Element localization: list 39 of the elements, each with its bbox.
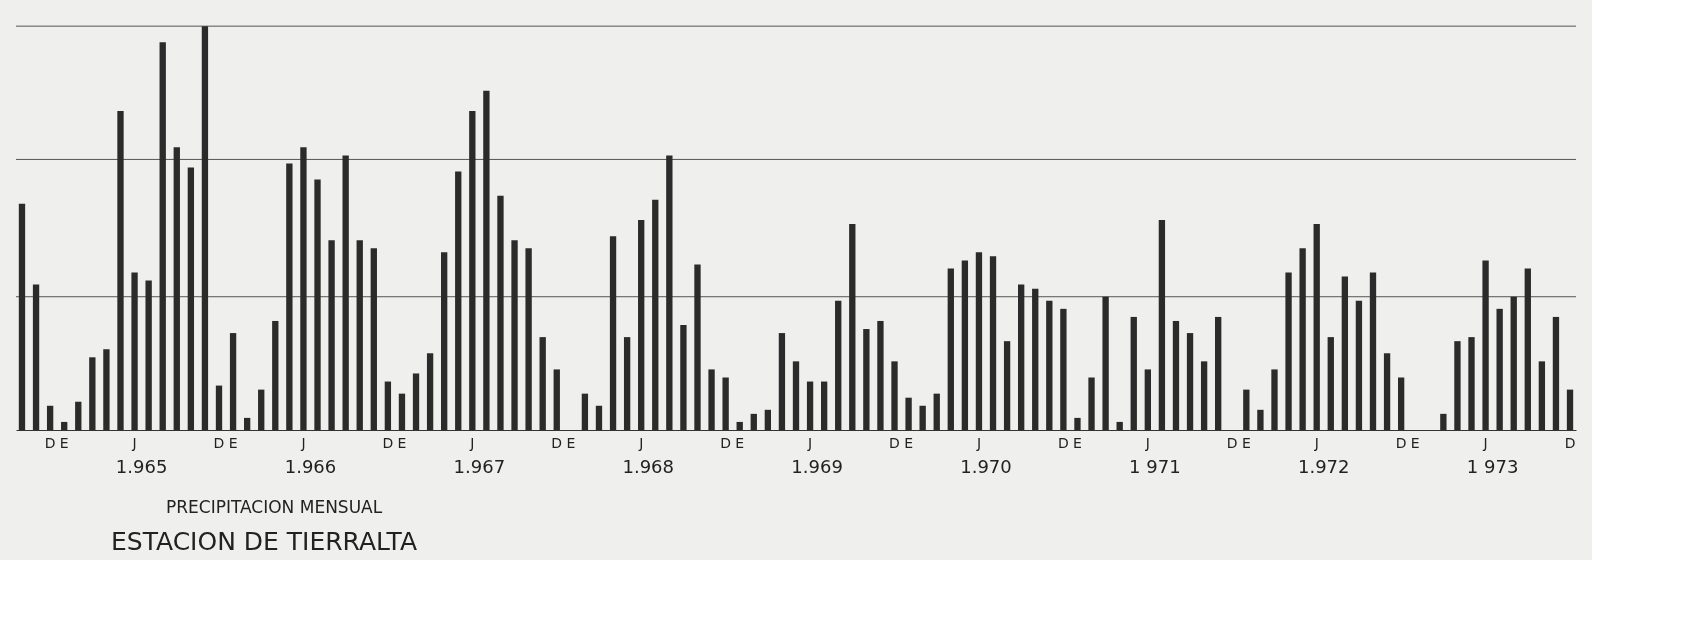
x-tick-label: J — [638, 434, 644, 451]
x-tick-label: J — [807, 434, 813, 451]
text: 1.965 — [115, 456, 168, 477]
x-tick-label: D — [1058, 434, 1069, 451]
x-tick-label: D — [1395, 434, 1407, 451]
x-tick-label: D — [44, 434, 56, 451]
x-tick-label: D — [382, 434, 394, 451]
text: 1.970 — [960, 456, 1012, 477]
x-tick-label: D — [889, 434, 900, 451]
x-tick-label: J — [1144, 434, 1150, 451]
x-tick-label: J — [131, 434, 137, 451]
x-tick-label: J — [1313, 434, 1319, 451]
x-tick-label: E — [228, 434, 238, 451]
text: 1.967 — [453, 456, 506, 477]
x-tick-label: E — [566, 434, 576, 451]
text: 1.966 — [284, 456, 337, 477]
x-tick-label: J — [1482, 434, 1488, 451]
x-tick-label: E — [397, 434, 407, 451]
x-tick-label: J — [300, 434, 306, 451]
x-tick-label: D — [720, 434, 732, 451]
x-tick-label: D — [213, 434, 225, 451]
x-tick-label: J — [975, 434, 982, 451]
x-tick-label: D — [551, 434, 563, 451]
x-tick-label: E — [1410, 434, 1420, 451]
x-tick-label: J — [469, 434, 475, 451]
x-tick-label: D — [1226, 434, 1238, 451]
x-tick-label: E — [1241, 434, 1251, 451]
x-tick-label: E — [735, 434, 745, 451]
x-tick-label: E — [904, 434, 914, 451]
text: 1 971 — [1129, 456, 1181, 477]
text: PRECIPITACION MENSUAL — [166, 497, 383, 517]
x-tick-label: E — [1073, 434, 1082, 451]
text: 1.969 — [791, 456, 843, 477]
x-tick-label: D — [1564, 434, 1576, 451]
text: 1.968 — [622, 456, 674, 477]
text: 1 973 — [1466, 456, 1519, 477]
text: 1.972 — [1297, 456, 1350, 477]
text: ESTACION DE TIERRALTA — [111, 527, 417, 556]
x-tick-label: E — [59, 434, 69, 451]
